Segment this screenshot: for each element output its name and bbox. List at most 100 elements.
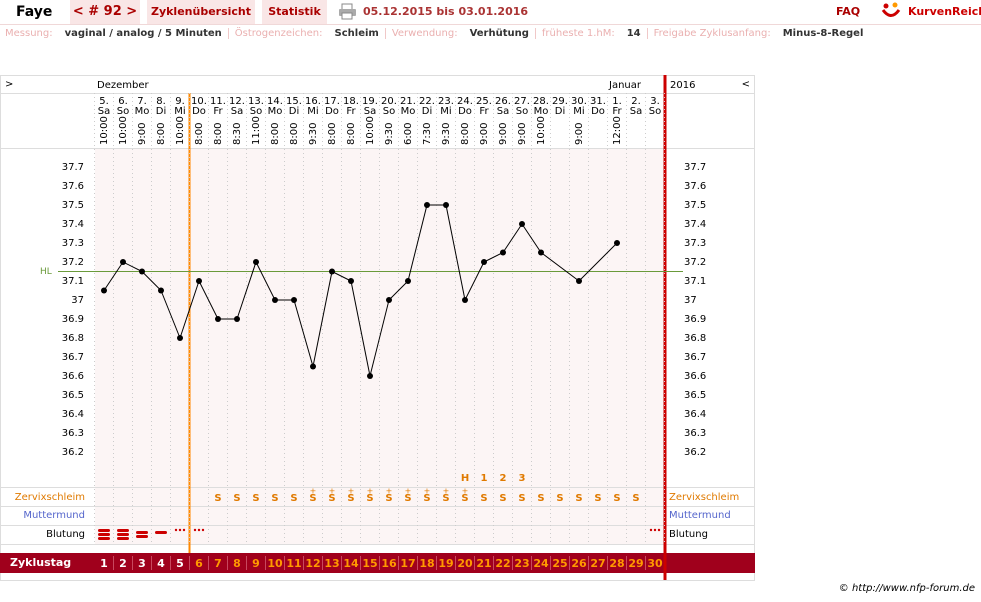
cervix-sign: S xyxy=(442,493,449,504)
cycle-day: 16 xyxy=(381,557,397,570)
weekday-label: Di xyxy=(156,106,166,117)
temperature-segment xyxy=(464,261,485,301)
time-label: 9:00 xyxy=(574,123,585,145)
setting: Verwendung: Verhütung xyxy=(384,28,535,39)
y-tick-label: 36.2 xyxy=(684,447,706,458)
tab[interactable]: Statistik xyxy=(262,0,327,24)
weekday-label: So xyxy=(117,106,129,117)
peak-sign: H xyxy=(461,473,469,484)
date-label: 5. xyxy=(99,96,109,107)
cervix-sign: S xyxy=(518,493,525,504)
cycle-nav[interactable]: < # 92 > xyxy=(70,0,140,24)
date-label: 25. xyxy=(476,96,492,107)
print-icon[interactable] xyxy=(338,2,358,22)
cycle-day: 18 xyxy=(419,557,434,570)
cycle-day: 27 xyxy=(590,557,605,570)
temperature-point xyxy=(519,221,525,227)
nav-prev[interactable]: > xyxy=(5,79,13,90)
brand-icon xyxy=(881,2,901,17)
cervix-plus: + xyxy=(310,487,317,496)
user-name: Faye xyxy=(16,4,53,20)
cervix-sign: S xyxy=(366,493,373,504)
row-label: Blutung xyxy=(669,529,708,540)
temperature-segment xyxy=(141,271,162,291)
y-tick-label: 36.4 xyxy=(684,409,706,420)
time-label: 10:00 xyxy=(536,116,547,145)
weekday-label: Do xyxy=(458,106,472,117)
cycle-day: 21 xyxy=(476,557,491,570)
temperature-segment xyxy=(502,223,523,253)
row-label: Zervixschleim xyxy=(669,492,739,503)
date-label: 15. xyxy=(286,96,302,107)
y-tick-label: 36.6 xyxy=(684,371,706,382)
cycle-day: 10 xyxy=(267,557,283,570)
cervix-sign: S xyxy=(214,493,221,504)
temperature-segment xyxy=(179,280,200,339)
year-label: 2016 xyxy=(670,80,695,91)
tab[interactable]: Zyklenübersicht xyxy=(147,0,255,24)
top-bar: Faye < # 92 > Zyklenübersicht Statistik … xyxy=(0,0,981,25)
y-tick-label: 37.1 xyxy=(684,276,706,287)
faq-link[interactable]: FAQ xyxy=(836,5,861,18)
cycle-day: 8 xyxy=(233,557,241,570)
time-label: 10:00 xyxy=(365,116,376,145)
weekday-label: Do xyxy=(325,106,339,117)
time-label: 9:30 xyxy=(441,123,452,145)
y-tick-label: 36.7 xyxy=(684,352,706,363)
copyright: © http://www.nfp-forum.de xyxy=(838,583,975,594)
date-label: 29. xyxy=(552,96,568,107)
weekday-label: Do xyxy=(192,106,206,117)
date-label: 31. xyxy=(590,96,606,107)
y-tick-label: 37.5 xyxy=(684,200,706,211)
cycle-day: 28 xyxy=(609,557,624,570)
time-label: 7:30 xyxy=(422,123,433,145)
temperature-segment xyxy=(103,261,124,291)
weekday-label: Do xyxy=(591,106,605,117)
row-label: Muttermund xyxy=(669,510,731,521)
weekday-label: Mi xyxy=(440,106,451,117)
cervix-sign: S xyxy=(537,493,544,504)
peak-sign: 3 xyxy=(519,473,526,484)
temperature-point xyxy=(253,259,259,265)
temperature-point xyxy=(405,278,411,284)
cycle-day: 3 xyxy=(138,557,146,570)
cycle-day: 23 xyxy=(514,557,529,570)
cycle-day: 29 xyxy=(628,557,643,570)
brand[interactable]: KurvenReich xyxy=(908,5,981,18)
weekday-label: Sa xyxy=(364,106,376,117)
y-tick-label: 36.3 xyxy=(684,428,706,439)
date-label: 2. xyxy=(631,96,641,107)
cervix-plus: + xyxy=(443,487,450,496)
cervix-sign: S xyxy=(271,493,278,504)
setting-label: Östrogenzeichen: xyxy=(234,28,323,39)
nav-next[interactable]: < xyxy=(742,79,750,90)
date-label: 8. xyxy=(156,96,166,107)
y-tick-label: 37.3 xyxy=(684,238,706,249)
y-tick-label: 37.3 xyxy=(62,238,84,249)
weekday-label: Fr xyxy=(612,106,622,117)
cycle-day: 26 xyxy=(571,557,587,570)
time-label: 10:00 xyxy=(118,116,129,145)
setting-label: Freigabe Zyklusanfang: xyxy=(653,28,771,39)
date-label: 18. xyxy=(343,96,359,107)
y-tick-label: 36.8 xyxy=(684,333,706,344)
temperature-point xyxy=(367,373,373,379)
plot-background xyxy=(95,148,665,544)
temperature-point xyxy=(500,249,506,256)
date-label: 13. xyxy=(248,96,264,107)
date-label: 9. xyxy=(175,96,185,107)
time-label: 8:00 xyxy=(289,123,300,145)
time-label: 8:00 xyxy=(327,123,338,145)
date-label: 7. xyxy=(137,96,147,107)
weekday-label: So xyxy=(516,106,528,117)
temperature-point xyxy=(424,202,430,208)
y-tick-label: 36.5 xyxy=(62,390,84,401)
cervix-plus: + xyxy=(424,487,431,496)
setting: früheste 1.hM: 14 xyxy=(534,28,647,39)
row-label: Zyklustag xyxy=(10,556,71,569)
chart-frame xyxy=(0,75,755,581)
weekday-label: Mo xyxy=(401,106,416,117)
temperature-segment xyxy=(236,261,257,320)
time-label: 6:00 xyxy=(403,123,414,145)
